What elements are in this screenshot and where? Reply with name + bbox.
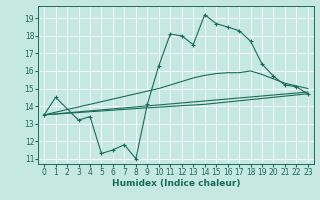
X-axis label: Humidex (Indice chaleur): Humidex (Indice chaleur): [112, 179, 240, 188]
